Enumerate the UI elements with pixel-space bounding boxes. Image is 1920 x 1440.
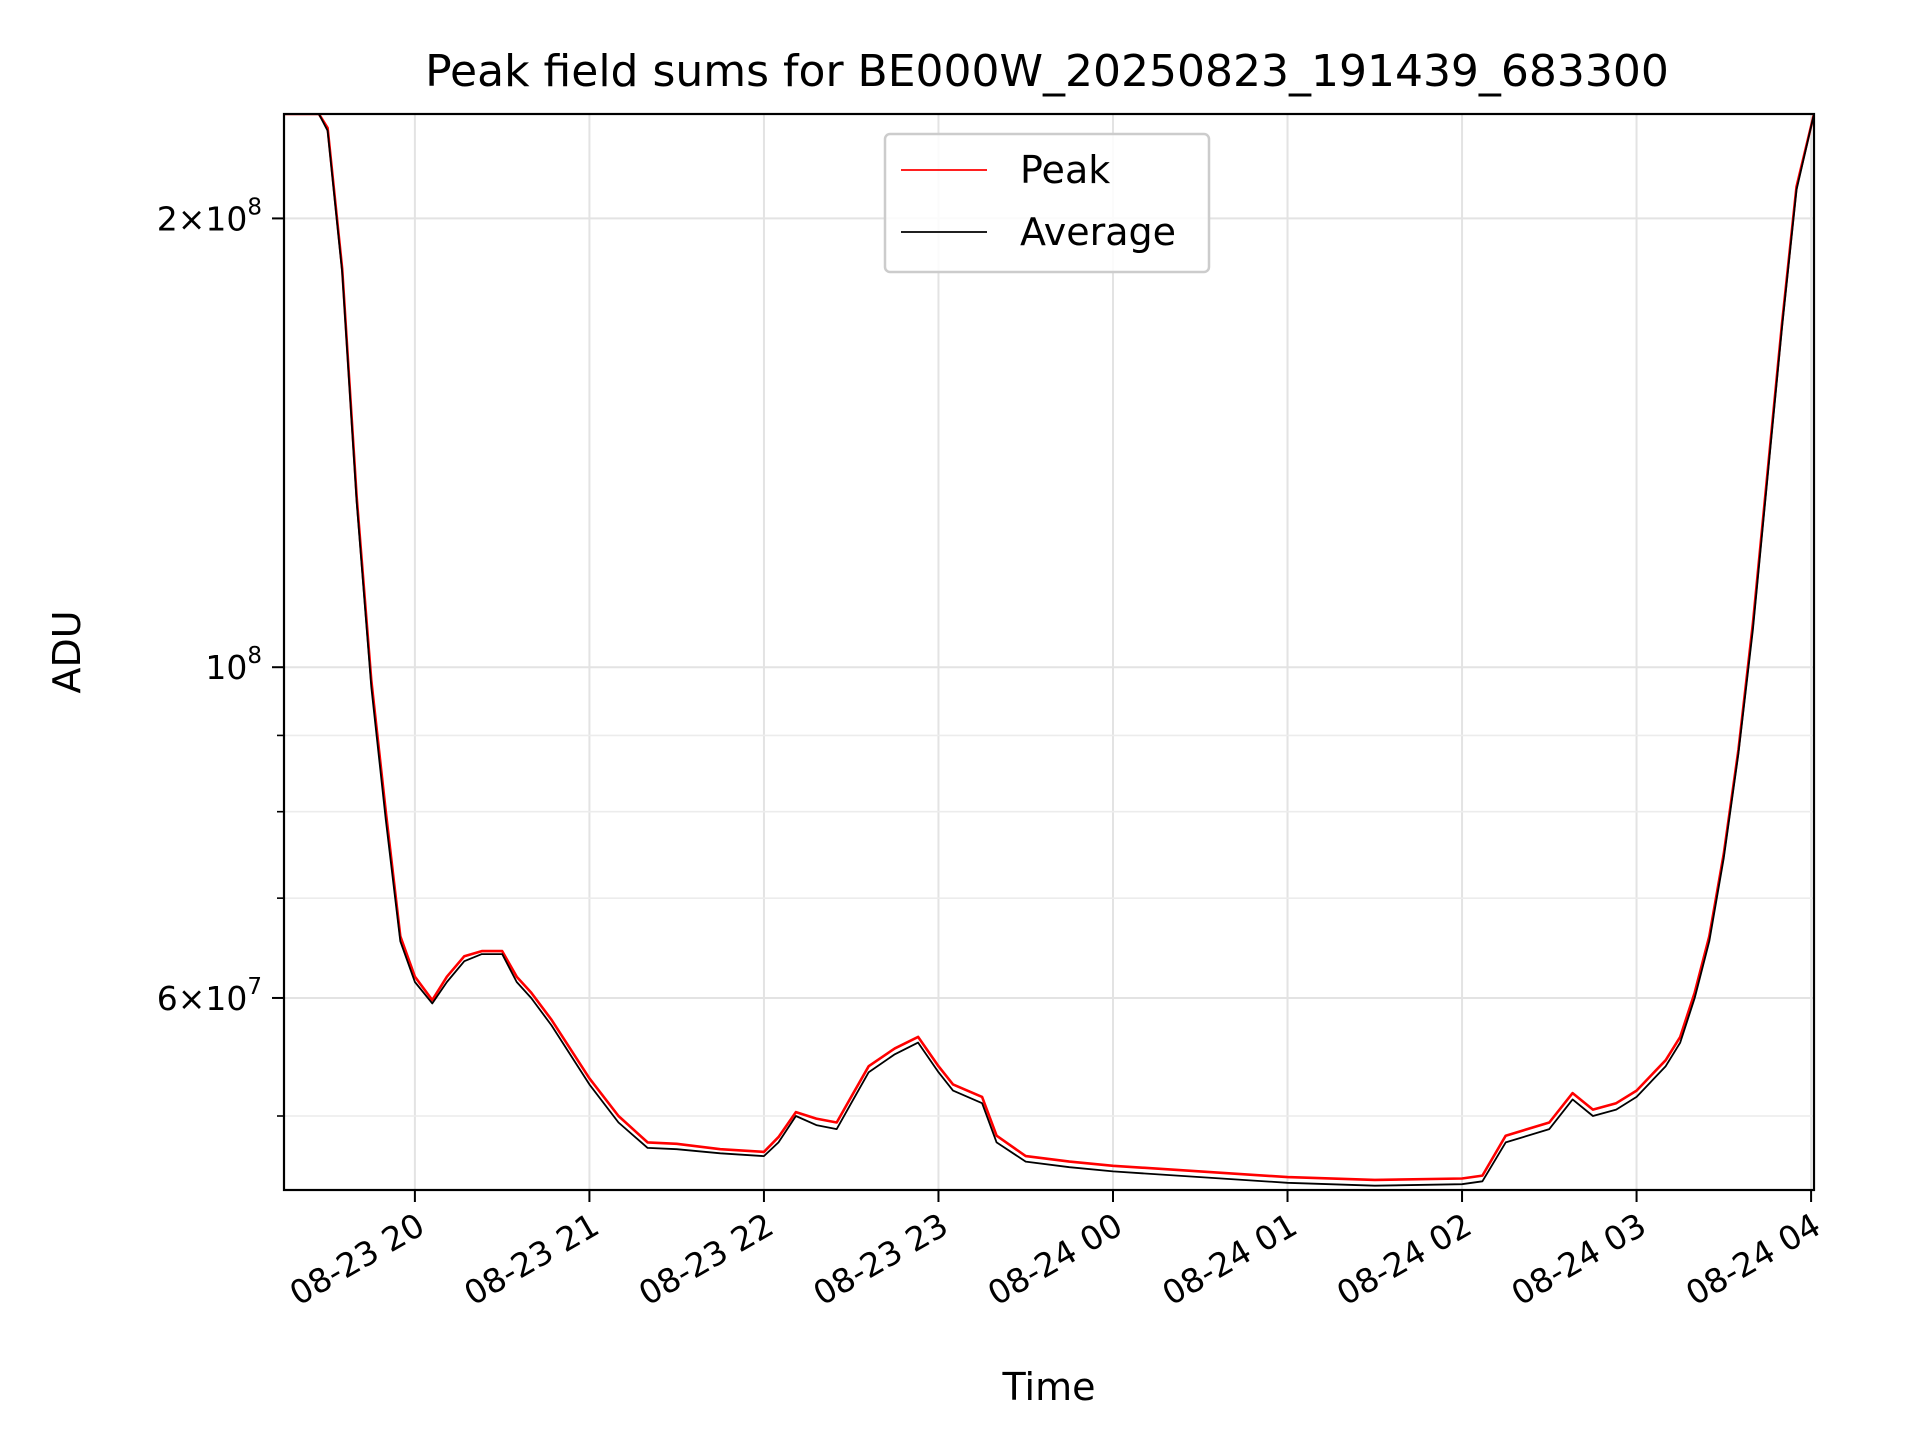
- y-tick-label: 2×108: [157, 194, 262, 238]
- legend-box: [883, 132, 1211, 274]
- y-tick-label: 108: [205, 643, 262, 687]
- plot-frame: [282, 112, 1816, 1192]
- x-axis-label: Time: [1002, 1365, 1096, 1409]
- series-layer: [284, 114, 1814, 1187]
- y-axis-ticks: 2×108 108 6×107: [157, 194, 284, 1117]
- legend: Peak Average: [883, 132, 1211, 274]
- legend-label-average: Average: [1020, 210, 1176, 254]
- y-axis-label: ADU: [45, 610, 89, 693]
- series-line-peak: [284, 114, 1814, 1182]
- legend-label-peak: Peak: [1020, 148, 1110, 192]
- y-tick-label: 6×107: [157, 974, 262, 1018]
- chart-title: Peak field sums for BE000W_20250823_1914…: [425, 46, 1669, 97]
- series-line-average: [284, 114, 1814, 1187]
